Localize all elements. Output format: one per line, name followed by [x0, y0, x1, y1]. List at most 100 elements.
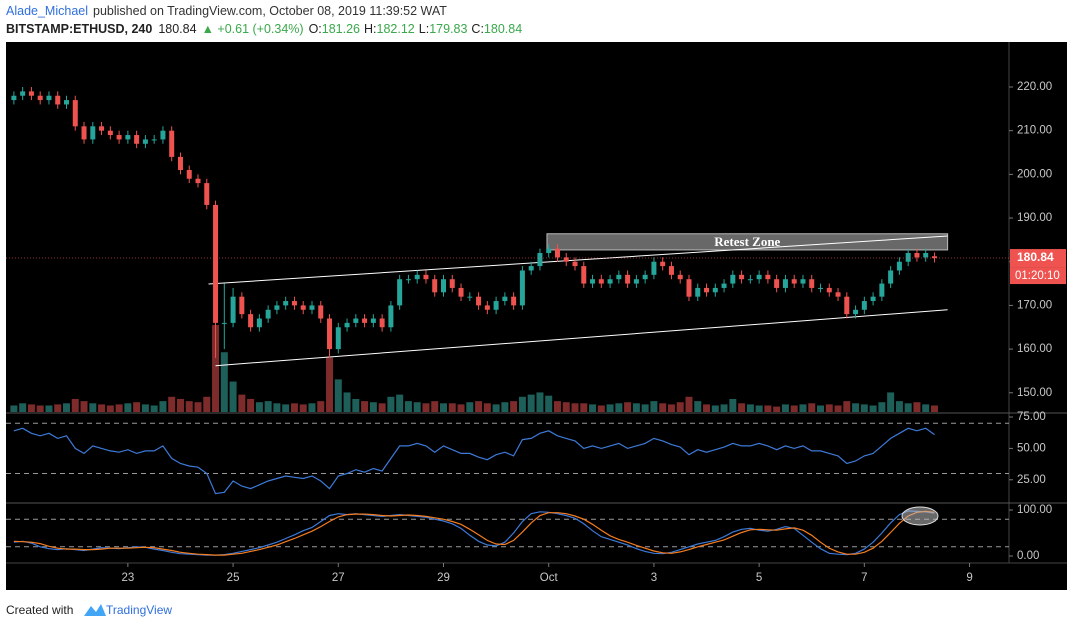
- volume-bar: [89, 403, 97, 412]
- header-line-1: Alade_Michael published on TradingView.co…: [6, 4, 447, 18]
- volume-bar: [439, 403, 447, 412]
- candle-body: [90, 126, 96, 140]
- candle-body: [826, 287, 832, 293]
- volume-bar: [176, 398, 184, 412]
- volume-bar: [431, 401, 439, 412]
- y-tick-label: 190.00: [1017, 212, 1052, 224]
- volume-bar: [615, 403, 623, 412]
- ohlc-label: O:: [309, 22, 322, 36]
- y-tick-label: 0.00: [1017, 550, 1039, 562]
- y-tick-label: 220.00: [1017, 81, 1052, 93]
- volume-bar: [597, 405, 605, 412]
- candle-body: [221, 322, 227, 324]
- x-tick-label: 29: [437, 572, 450, 584]
- countdown-box: [1010, 267, 1066, 285]
- volume-bar: [247, 398, 255, 412]
- volume-bar: [343, 392, 351, 412]
- candle-body: [370, 318, 376, 323]
- volume-bar: [641, 404, 649, 412]
- candle-body: [572, 261, 578, 267]
- volume-bar: [913, 402, 921, 412]
- volume-bar: [694, 401, 702, 412]
- logo-icon: [84, 604, 106, 616]
- candle-body: [554, 248, 560, 258]
- candle-body: [484, 305, 490, 310]
- volume-bar: [115, 404, 123, 412]
- candle-body: [800, 279, 806, 284]
- volume-bar: [580, 403, 588, 412]
- volume-bar: [203, 396, 211, 412]
- y-tick-label: 100.00: [1017, 504, 1052, 516]
- x-tick-label: 23: [121, 572, 134, 584]
- candle-body: [72, 100, 78, 127]
- candle-body: [861, 301, 867, 310]
- last-price-label: 180.84: [1017, 250, 1054, 264]
- header-price: 180.84: [158, 22, 196, 36]
- candle-body: [590, 279, 596, 284]
- volume-bar: [764, 405, 772, 412]
- candle-body: [730, 274, 736, 284]
- volume-bar: [562, 402, 570, 412]
- candle-body: [625, 274, 631, 284]
- candle-body: [186, 169, 192, 179]
- candle-body: [423, 274, 429, 280]
- candle-body: [28, 91, 34, 96]
- volume-bar: [27, 404, 35, 412]
- volume-bar: [352, 398, 360, 412]
- candle-body: [125, 135, 131, 140]
- y-tick-label: 210.00: [1017, 125, 1052, 137]
- volume-bar: [518, 396, 526, 412]
- candle-body: [677, 274, 683, 280]
- volume-bar: [220, 352, 228, 412]
- candle-body: [519, 270, 525, 306]
- volume-bar: [378, 403, 386, 412]
- volume-bar: [676, 402, 684, 412]
- y-tick-label: 170.00: [1017, 299, 1052, 311]
- volume-bar: [238, 394, 246, 412]
- candle-body: [704, 287, 710, 293]
- volume-bar: [483, 403, 491, 412]
- indicator-line: [13, 510, 935, 556]
- candle-body: [151, 139, 157, 141]
- ohlc-label: C:: [471, 22, 484, 36]
- candle-body: [11, 95, 17, 101]
- volume-bar: [62, 403, 70, 412]
- volume-bar: [141, 404, 149, 412]
- x-tick-label: 7: [861, 572, 867, 584]
- volume-bar: [650, 401, 658, 412]
- volume-bar: [396, 394, 404, 412]
- channel-line: [208, 235, 948, 285]
- candle-body: [853, 309, 859, 315]
- footer-brand[interactable]: TradingView: [106, 603, 172, 617]
- candle-body: [107, 130, 113, 136]
- volume-bar: [106, 405, 114, 412]
- candle-body: [291, 301, 297, 306]
- candle-body: [607, 279, 613, 284]
- y-tick-label: 200.00: [1017, 168, 1052, 180]
- candle-body: [870, 296, 876, 302]
- ohlc-value: 181.26: [322, 22, 360, 36]
- volume-bar: [755, 405, 763, 412]
- volume-bar: [553, 401, 561, 412]
- candle-body: [712, 287, 718, 293]
- volume-bar: [738, 403, 746, 412]
- candle-body: [300, 305, 306, 310]
- volume-bar: [667, 404, 675, 412]
- author[interactable]: Alade_Michael: [6, 4, 88, 18]
- candle-body: [467, 296, 473, 298]
- candle-body: [335, 327, 341, 350]
- candle-body: [765, 274, 771, 280]
- symbol: BITSTAMP:ETHUSD, 240: [6, 22, 152, 36]
- candle-body: [169, 130, 175, 157]
- candle-body: [502, 296, 508, 302]
- candle-body: [686, 279, 692, 297]
- volume-bar: [387, 396, 395, 412]
- published-info: published on TradingView.com, October 08…: [93, 4, 447, 18]
- candle-body: [248, 314, 254, 328]
- candle-body: [537, 252, 543, 267]
- volume-bar: [457, 404, 465, 412]
- volume-bar: [264, 401, 272, 412]
- candle-body: [405, 279, 411, 281]
- volume-bar: [98, 404, 106, 412]
